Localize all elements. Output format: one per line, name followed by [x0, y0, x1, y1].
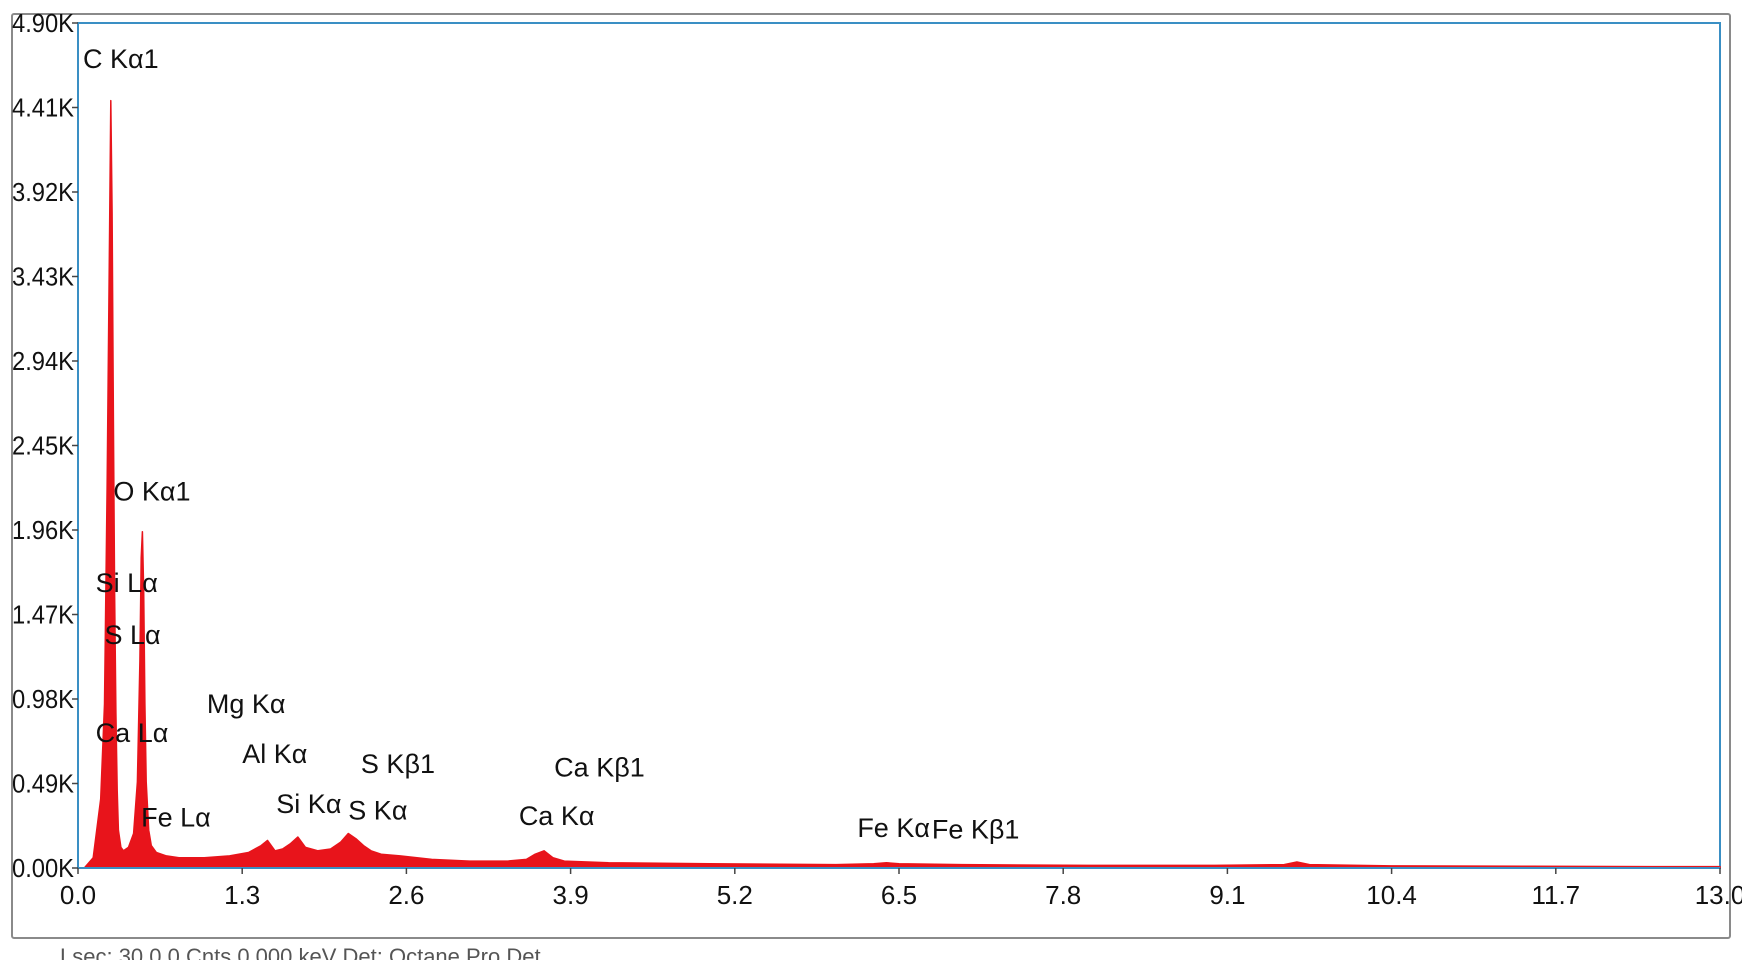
- y-tick-label: 0.98K: [12, 684, 75, 714]
- plot-area: [77, 22, 1721, 869]
- peak-label: Fe Kβ1: [932, 815, 1020, 845]
- x-tick-label: 7.8: [1045, 880, 1081, 910]
- peak-label: S Lα: [105, 620, 161, 650]
- peak-label: Mg Kα: [207, 689, 286, 719]
- y-tick-label: 1.96K: [12, 515, 75, 545]
- peak-label: Si Lα: [96, 568, 158, 598]
- peak-label: Fe Kα: [857, 813, 930, 843]
- peak-label: Ca Kα: [519, 801, 595, 831]
- y-tick-label: 3.92K: [12, 177, 75, 207]
- x-tick-label: 9.1: [1209, 880, 1245, 910]
- y-tick-label: 4.90K: [12, 8, 75, 38]
- peak-label: C Kα1: [83, 44, 159, 74]
- y-tick-label: 3.43K: [12, 262, 75, 292]
- spectrum-layer: [83, 99, 1721, 869]
- peak-label: Si Kα: [276, 789, 341, 819]
- x-tick-label: 11.7: [1531, 880, 1580, 910]
- x-tick-label: 0.0: [60, 880, 96, 910]
- y-tick-label: 2.45K: [12, 431, 75, 461]
- peak-label: S Kβ1: [361, 749, 435, 779]
- peak-label: Ca Lα: [96, 718, 169, 748]
- spectrum-series-0: [83, 99, 1721, 869]
- peak-label: Ca Kβ1: [554, 753, 645, 783]
- status-caption: Lsec: 30.0 0 Cnts 0.000 keV Det: Octane …: [60, 944, 541, 960]
- y-tick-label: 2.94K: [12, 346, 75, 376]
- x-axis: 0.0 1.3 2.6 3.9 5.2 6.5 7.8 9.1 10.4 11.7 13.0: [60, 868, 1742, 910]
- peak-label: O Kα1: [113, 477, 190, 507]
- x-tick-label: 10.4: [1366, 880, 1417, 910]
- peak-label: Al Kα: [242, 739, 307, 769]
- y-tick-label: 4.41K: [12, 93, 75, 123]
- peak-label: Fe Lα: [141, 803, 211, 833]
- y-tick-label: 1.47K: [12, 600, 75, 630]
- x-tick-label: 5.2: [717, 880, 753, 910]
- x-tick-label: 13.0: [1695, 880, 1742, 910]
- x-tick-label: 1.3: [224, 880, 260, 910]
- y-tick-label: 0.49K: [12, 769, 75, 799]
- peak-label: S Kα: [348, 796, 407, 826]
- x-tick-label: 2.6: [388, 880, 424, 910]
- x-tick-label: 6.5: [881, 880, 917, 910]
- y-axis: 0.00K 0.49K 0.98K 1.47K 1.96K 2.45K 2.94K 3.43K…: [12, 8, 78, 883]
- peak-annotations: C Kα1 O Kα1 Si Lα S Lα Ca Lα Fe Lα Mg Kα Al Kα S…: [83, 44, 1019, 845]
- y-tick-label: 0.00K: [12, 853, 75, 883]
- x-tick-label: 3.9: [553, 880, 589, 910]
